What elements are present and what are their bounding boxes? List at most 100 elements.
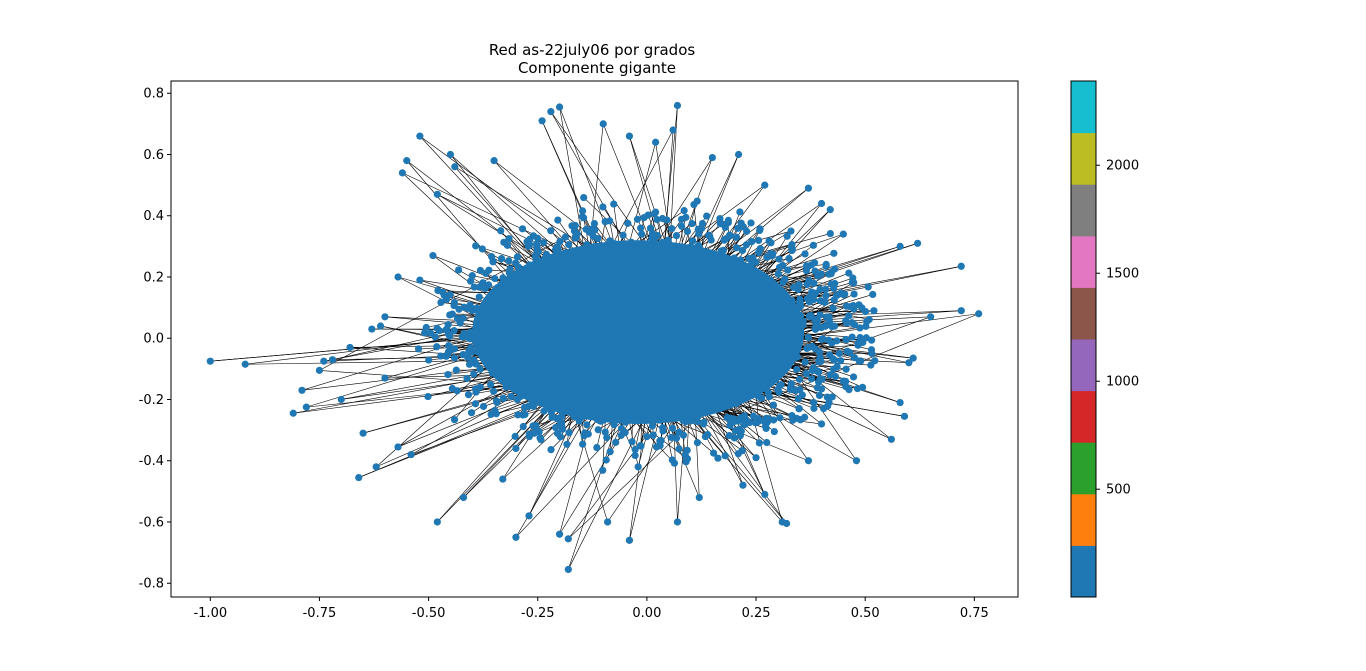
network-node (465, 360, 474, 368)
network-node (540, 389, 548, 397)
network-node (599, 280, 608, 288)
y-tick-label: 0.8 (143, 87, 164, 102)
network-node (502, 383, 510, 391)
network-node (734, 417, 742, 425)
network-node (828, 393, 836, 401)
network-node (523, 313, 532, 322)
network-node (738, 380, 746, 388)
network-node (765, 237, 773, 245)
network-node (896, 242, 904, 250)
network-node (491, 406, 499, 415)
network-node (466, 277, 475, 285)
network-node (640, 289, 648, 297)
network-node (708, 153, 716, 162)
network-node (530, 355, 538, 363)
network-node (534, 297, 542, 306)
network-node (643, 433, 651, 441)
network-node (719, 220, 727, 228)
network-node (663, 272, 671, 281)
network-node (802, 369, 810, 378)
network-node (796, 312, 805, 320)
network-node (648, 422, 657, 430)
y-tick-label: -0.8 (139, 577, 164, 592)
network-node (771, 359, 780, 368)
network-node (843, 319, 851, 327)
network-node (957, 262, 965, 270)
network-node (629, 274, 638, 282)
network-node (564, 295, 572, 303)
network-node (747, 219, 755, 227)
network-node (542, 307, 550, 315)
network-node (510, 293, 519, 302)
network-node (711, 329, 719, 337)
network-node (610, 290, 619, 298)
network-node (842, 335, 850, 344)
network-node (544, 277, 552, 285)
network-node (856, 333, 864, 342)
network-node (241, 360, 249, 368)
network-node (736, 327, 744, 335)
network-node (505, 235, 513, 243)
network-node (492, 310, 500, 319)
network-node (691, 404, 699, 412)
network-node (446, 332, 454, 340)
network-node (546, 265, 554, 273)
network-node (673, 518, 682, 526)
network-node (732, 399, 740, 408)
network-node (807, 375, 816, 383)
network-node (420, 329, 429, 337)
colorbar: 500 1000 1500 2000 (1070, 80, 1139, 598)
network-node (544, 374, 552, 382)
network-node (734, 150, 743, 159)
network-node (605, 307, 613, 315)
network-node (743, 393, 751, 401)
network-node (586, 337, 595, 346)
network-node (673, 101, 682, 110)
network-node (837, 289, 845, 297)
network-node (852, 457, 861, 465)
network-node (581, 395, 589, 403)
network-node (738, 316, 746, 324)
network-node (511, 432, 519, 440)
network-node (564, 301, 572, 309)
network-node (470, 370, 478, 378)
network-node (668, 424, 677, 432)
network-node (631, 288, 639, 296)
network-node (583, 241, 591, 249)
network-node (769, 416, 778, 424)
x-axis: -1.00 -0.75 -0.50 -0.25 0.00 0.25 0.50 0.75 (193, 597, 989, 621)
network-node (407, 451, 415, 459)
network-node (573, 356, 582, 364)
network-node (837, 357, 845, 365)
network-node (638, 230, 646, 238)
network-node (653, 295, 661, 303)
network-node (563, 440, 571, 448)
network-node (476, 327, 484, 335)
network-node (657, 271, 665, 279)
network-node (767, 276, 775, 284)
network-node (670, 459, 679, 467)
network-node (534, 312, 542, 321)
network-node (686, 341, 694, 349)
network-node (652, 443, 661, 451)
nodes-layer (206, 101, 983, 574)
network-node (782, 343, 790, 351)
network-node (636, 364, 644, 372)
network-node (592, 291, 601, 299)
network-node (601, 428, 609, 436)
network-node (512, 444, 520, 453)
colorbar-segment (1071, 339, 1096, 392)
network-node (671, 312, 679, 320)
network-node (712, 367, 720, 375)
network-node (775, 330, 783, 339)
network-node (718, 317, 726, 325)
network-node (514, 263, 523, 271)
network-node (745, 255, 753, 263)
network-node (725, 431, 733, 440)
network-node (503, 241, 512, 249)
network-node (553, 347, 561, 355)
network-node (562, 386, 570, 394)
network-node (594, 426, 602, 434)
network-node (726, 375, 734, 384)
